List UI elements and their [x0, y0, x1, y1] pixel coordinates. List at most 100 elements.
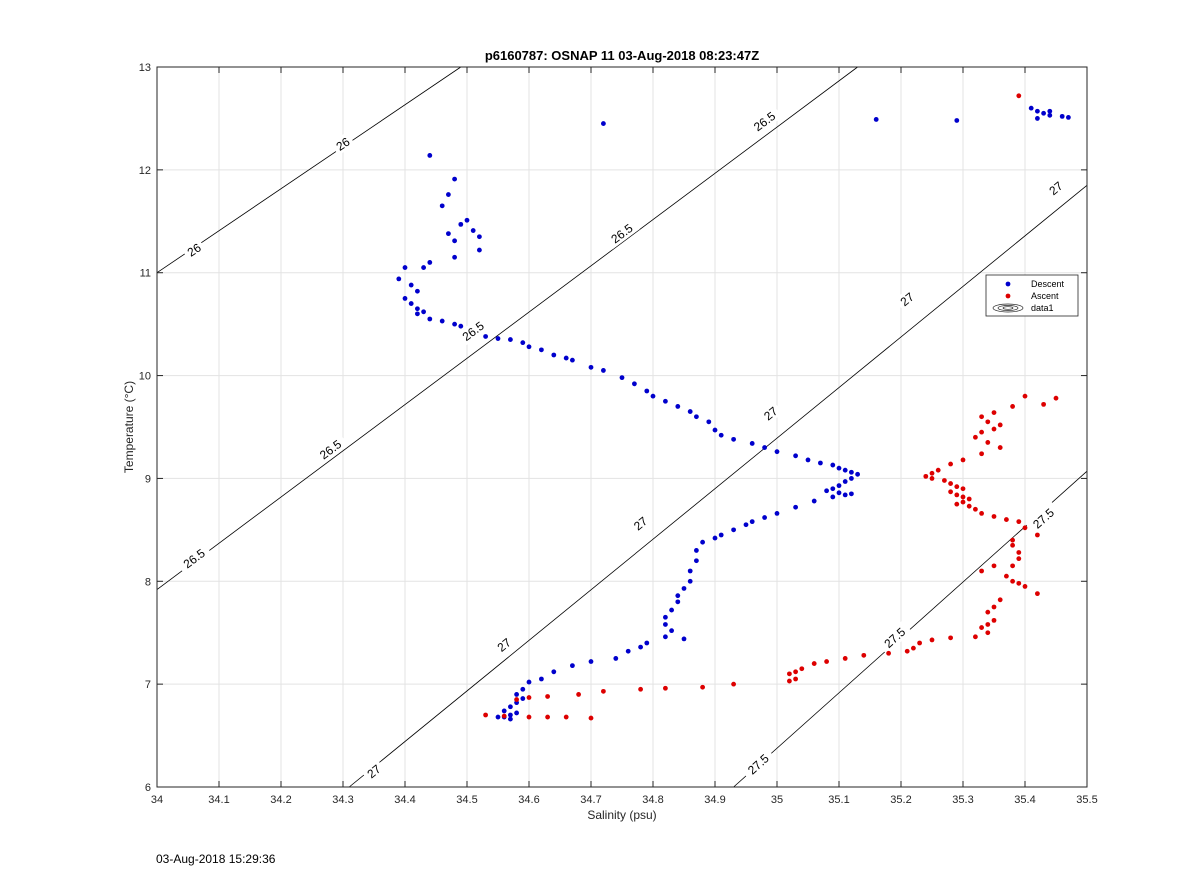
- ascent-point: [1022, 393, 1028, 399]
- contour-label-bg: [894, 286, 920, 312]
- descent-point: [842, 492, 848, 498]
- x-tick-label: 34.5: [456, 794, 477, 806]
- contour-label-bg: [175, 542, 213, 575]
- ascent-point: [997, 445, 1003, 450]
- descent-point: [427, 153, 433, 158]
- ascent-point: [948, 461, 953, 467]
- y-axis-label: Temperature (°C): [122, 381, 136, 473]
- descent-point: [669, 628, 674, 634]
- ascent-point: [1041, 401, 1046, 407]
- ascent-point: [787, 678, 792, 684]
- ascent-point: [1004, 517, 1009, 522]
- x-tick-label: 34.8: [642, 794, 663, 806]
- ascent-point: [954, 501, 960, 507]
- ascent-point: [501, 713, 507, 719]
- ascent-point: [1035, 532, 1040, 538]
- descent-point: [551, 352, 557, 358]
- ascent-point: [1016, 580, 1022, 586]
- descent-point: [749, 519, 755, 525]
- descent-point: [663, 634, 668, 640]
- descent-point: [687, 578, 693, 584]
- descent-point: [650, 393, 656, 399]
- legend-label-descent: Descent: [1031, 279, 1065, 289]
- descent-point: [588, 364, 594, 370]
- descent-point: [849, 469, 854, 475]
- y-tick-label: 10: [139, 371, 151, 383]
- x-tick-label: 35.2: [890, 794, 911, 806]
- ascent-point: [966, 503, 972, 509]
- contour-label-bg: [312, 433, 349, 466]
- descent-point: [718, 432, 724, 438]
- ascent-point: [1010, 404, 1015, 409]
- descent-point: [743, 522, 749, 528]
- descent-point: [408, 301, 414, 306]
- ascent-point: [824, 659, 829, 664]
- ascent-point: [979, 511, 984, 516]
- descent-point: [520, 686, 526, 692]
- descent-point: [1041, 110, 1046, 116]
- ascent-point: [601, 688, 606, 694]
- descent-point: [458, 323, 464, 329]
- descent-point: [563, 355, 569, 361]
- legend: Descent Ascent data1: [985, 274, 1079, 317]
- y-tick-label: 12: [139, 165, 151, 177]
- contour-label-bg: [1043, 175, 1069, 201]
- descent-point: [601, 121, 606, 126]
- descent-point: [830, 462, 836, 468]
- legend-label-ascent: Ascent: [1031, 291, 1059, 301]
- descent-point: [675, 593, 681, 599]
- ascent-point: [526, 695, 532, 700]
- contour-label-bg: [746, 104, 783, 138]
- ascent-point: [948, 481, 953, 486]
- x-tick-label: 35: [771, 794, 783, 806]
- ascent-point: [483, 712, 488, 718]
- ascent-point: [1016, 550, 1022, 555]
- ascent-point: [663, 685, 668, 691]
- descent-point: [477, 234, 482, 240]
- descent-point: [805, 457, 811, 463]
- x-tick-label: 35.3: [952, 794, 973, 806]
- descent-point: [706, 419, 712, 425]
- data-points: [396, 93, 1071, 722]
- ascent-point: [997, 422, 1003, 428]
- descent-point: [402, 296, 408, 301]
- descent-point: [836, 483, 842, 489]
- x-tick-label: 34.9: [704, 794, 725, 806]
- descent-point: [408, 282, 414, 288]
- ascent-point: [1010, 578, 1015, 584]
- contour-label: 27: [1043, 175, 1069, 201]
- descent-point: [811, 498, 817, 504]
- descent-point: [793, 504, 798, 510]
- descent-point: [675, 404, 681, 409]
- ascent-point: [991, 563, 997, 569]
- ascent-point: [929, 637, 935, 643]
- descent-point: [663, 614, 668, 620]
- ascent-point: [948, 489, 953, 495]
- y-tick-label: 11: [140, 268, 151, 280]
- descent-point: [415, 288, 420, 294]
- ascent-point: [700, 684, 705, 690]
- contour-label-bg: [740, 747, 776, 781]
- contour-label-bg: [1025, 501, 1061, 536]
- descent-point: [508, 704, 513, 710]
- descent-point: [464, 217, 470, 223]
- descent-point: [681, 586, 687, 591]
- contour-label-bg: [876, 620, 913, 655]
- ascent-point: [985, 622, 991, 627]
- descent-point: [1047, 108, 1053, 114]
- ascent-point: [1010, 563, 1015, 569]
- descent-point: [1035, 108, 1040, 114]
- ascent-point: [929, 470, 935, 476]
- descent-point: [446, 192, 451, 197]
- descent-point: [663, 622, 668, 627]
- contour-label: 27: [491, 632, 517, 657]
- legend-contour-icon: [992, 303, 1024, 313]
- descent-point: [873, 117, 879, 122]
- ascent-point: [923, 473, 929, 479]
- x-tick-label: 35.5: [1076, 794, 1097, 806]
- ascent-point: [861, 652, 867, 658]
- chart-title: p6160787: OSNAP 11 03-Aug-2018 08:23:47Z: [485, 48, 759, 63]
- legend-label-data1: data1: [1031, 303, 1054, 313]
- ascent-point: [985, 609, 991, 615]
- descent-point: [520, 340, 526, 346]
